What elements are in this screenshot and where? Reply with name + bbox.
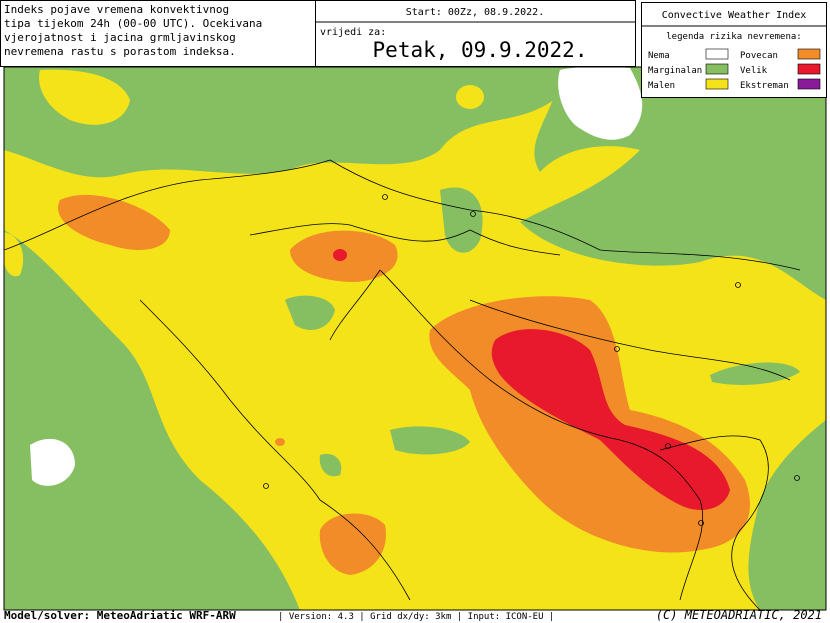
risk-marginal [319, 453, 342, 477]
description-line: vjerojatnost i jacina grmljavinskog [4, 31, 236, 44]
legend-swatch [705, 63, 729, 75]
risk-low [39, 69, 130, 125]
legend-items: Nema Povecan Marginalan Velik Malen Ekstreman [648, 48, 821, 91]
start-time: Start: 00Zz, 08.9.2022. [406, 7, 544, 18]
description-line: Indeks pojave vremena konvektivnog [4, 3, 229, 16]
description-line: tipa tijekom 24h (00-00 UTC). Ocekivana [4, 17, 262, 30]
legend-swatch [797, 78, 821, 90]
risk-marginal [4, 67, 560, 178]
risk-elevated [319, 513, 386, 575]
legend-label: Malen [648, 81, 675, 91]
risk-marginal [748, 420, 826, 610]
risk-none [30, 438, 75, 486]
legend-label: Velik [740, 66, 768, 76]
risk-high [333, 249, 347, 261]
risk-low [456, 85, 484, 109]
legend-label: Povecan [740, 51, 778, 61]
map [3, 66, 827, 611]
valid-date: Petak, 09.9.2022. [373, 38, 588, 62]
borders [4, 159, 801, 610]
description-line: nevremena rastu s porastom indeksa. [4, 45, 236, 58]
date-box [315, 0, 636, 67]
legend-box [641, 2, 827, 98]
legend-label: Ekstreman [740, 81, 789, 91]
footer-model: Model/solver: MeteoAdriatic WRF-ARW [4, 609, 236, 622]
legend-swatch [705, 48, 729, 60]
risk-none [558, 67, 643, 140]
legend-title: Convective Weather Index [662, 10, 807, 21]
legend-swatch [705, 78, 729, 90]
footer-info: | Version: 4.3 | Grid dx/dy: 3km | Input… [278, 612, 554, 622]
description-box [0, 0, 316, 67]
risk-marginal [390, 426, 470, 455]
footer-copyright: (C) METEOADRIATIC, 2021 [656, 608, 822, 622]
legend-swatch [797, 63, 821, 75]
description: Indeks pojave vremena konvektivnog tipa … [4, 3, 262, 58]
legend-subtitle: legenda rizika nevremena: [666, 32, 801, 42]
map-frame [3, 66, 827, 611]
risk-marginal [4, 230, 300, 610]
risk-elevated [275, 438, 285, 446]
legend-label: Nema [648, 51, 670, 61]
risk-low [4, 232, 24, 277]
legend-label: Marginalan [648, 66, 702, 76]
risk-marginal [440, 187, 483, 253]
valid-label: vrijedi za: [320, 27, 386, 38]
risk-marginal [710, 362, 800, 385]
risk-marginal [285, 295, 335, 330]
legend: Convective Weather Index legenda rizika … [641, 2, 827, 98]
risk-elevated [58, 194, 170, 250]
legend-swatch [797, 48, 821, 60]
